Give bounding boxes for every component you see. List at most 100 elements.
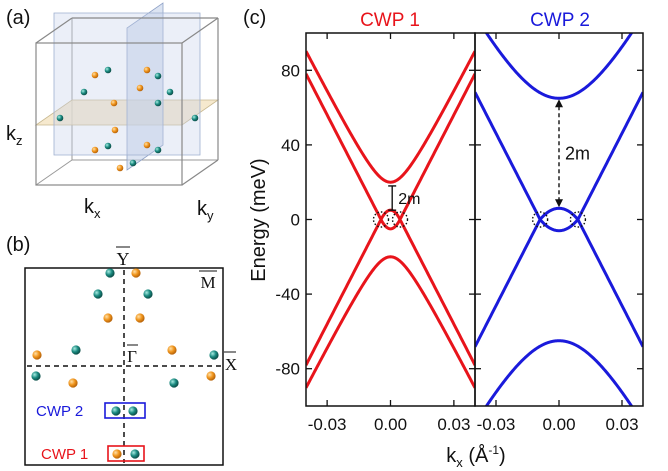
point-3d-teal-11 [104,142,112,150]
point-gamma-label: Γ [127,344,138,366]
svg-text:Γ: Γ [127,347,137,366]
point-3d-orange-12 [143,141,151,149]
band-cwp2-upper-band [484,33,634,100]
xtick-label-cwp1-2: 0.03 [437,415,470,434]
point-3d-orange-10 [91,146,99,154]
frame-cwp2 [474,32,644,407]
point-3d-orange-14 [116,164,124,172]
mass-gap-arrow-cwp2 [555,99,563,208]
mass-gap-marker-cwp1 [388,185,397,211]
point-3d-teal-7 [154,99,162,107]
ytick-label-3: -40 [275,285,300,304]
y-axis-label: Energy (meV) [248,158,270,281]
xtick-label-cwp2-0: -0.03 [477,415,516,434]
xtick-label-cwp2-1: 0.00 [542,415,575,434]
svg-text:M: M [200,273,215,292]
point-3d-teal-4 [80,88,88,96]
point-2d-teal-17 [130,449,140,459]
point-3d-orange-6 [110,99,118,107]
frame-cwp1 [305,32,476,407]
xtick-label-cwp2-2: 0.03 [605,415,638,434]
weyl-points-2d [31,268,219,459]
chart-cwp1: -0.03 0.00 0.03 [305,32,476,434]
ytick-label-1: 40 [281,136,300,155]
point-2d-teal-2 [93,289,103,299]
cwp1-box [107,445,145,462]
weyl-points-3d [56,66,199,172]
crossing-marker-cwp2-1 [569,211,587,228]
point-x-label: X [224,351,237,374]
brillouin-zone-box [24,267,224,466]
point-m-label: M [199,270,217,292]
crossing-marker-cwp1-1 [391,211,409,228]
point-y-label: Y [116,246,130,269]
point-2d-orange-11 [206,371,216,381]
point-3d-teal-15 [129,159,137,167]
point-3d-teal-3 [154,72,162,80]
ytick-label-4: -80 [275,360,300,379]
cwp2-box-label: CWP 2 [36,403,83,420]
chart-cwp2-title: CWP 2 [530,10,590,31]
panel-b-label: (b) [6,234,30,256]
ky-plane [53,12,201,156]
axis-kx-label: kx [84,196,101,221]
point-2d-orange-8 [32,350,42,360]
panel-b: (b) Y M Γ X CWP 2 CWP 1 [6,234,237,466]
point-3d-teal-8 [56,114,64,122]
ytick-label-2: 0 [291,211,300,230]
point-2d-orange-16 [112,449,122,459]
point-2d-teal-9 [209,350,219,360]
chart-cwp2: -0.03 0.00 0.03 [474,32,644,434]
cube-back-edges [35,18,218,186]
band-cwp1-inner-lower-band [306,217,475,366]
point-2d-teal-14 [111,406,121,416]
point-2d-orange-12 [68,378,78,388]
point-2d-teal-6 [71,345,81,355]
xtick-label-cwp1-1: 0.00 [374,415,407,434]
point-3d-teal-13 [154,146,162,154]
svg-text:X: X [225,355,237,374]
axis-ky-label: ky [197,198,214,223]
kx-plane [126,2,164,171]
panel-a: (a) kz kx ky [6,2,220,223]
crossing-marker-cwp1-0 [372,211,390,228]
point-3d-orange-16 [136,84,144,92]
point-2d-teal-13 [169,378,179,388]
point-2d-teal-10 [31,371,41,381]
band-cwp2-lower-band [484,339,634,406]
band-cwp1-lower-band [306,255,475,389]
point-3d-orange-2 [143,66,151,74]
point-2d-orange-4 [103,313,113,323]
chart-cwp1-title: CWP 1 [360,10,420,31]
point-3d-orange-0 [91,71,99,79]
point-2d-orange-1 [131,268,141,278]
xtick-label-cwp1-0: -0.03 [308,415,347,434]
band-cwp2-inner-lower-band [475,218,643,348]
cwp1-box-label: CWP 1 [41,446,88,463]
cube-front-edges [35,17,219,186]
point-3d-teal-5 [166,88,174,96]
band-cwp2-inner-upper-band [475,91,643,221]
point-3d-teal-1 [104,66,112,74]
band-cwp1-upper-band [306,50,475,184]
point-3d-teal-9 [191,114,199,122]
panel-a-label: (a) [6,7,30,29]
x-axis-label: kx (Å-1) [446,443,505,470]
point-2d-teal-15 [128,406,138,416]
svg-text:Y: Y [117,249,130,269]
mass-gap-label-cwp1: 2m [398,191,420,208]
crossing-marker-cwp2-0 [531,211,549,228]
cwp2-box [104,402,146,419]
axis-kz-label: kz [6,123,23,148]
ytick-label-0: 80 [281,61,300,80]
point-2d-teal-3 [143,289,153,299]
mass-gap-label-cwp2: 2m [565,143,590,163]
point-2d-teal-0 [105,268,115,278]
band-plots: -0.03 0.00 0.03 -0.03 0.00 0.03 80 40 0 -40 -80 2m 2… [275,32,644,434]
point-3d-orange-17 [111,126,119,134]
point-2d-orange-5 [135,313,145,323]
panel-c-label: (c) [243,7,266,29]
panel-c: (c) CWP 1 CWP 2 Energy (meV) kx (Å-1) -0… [243,7,644,470]
point-2d-orange-7 [167,345,177,355]
